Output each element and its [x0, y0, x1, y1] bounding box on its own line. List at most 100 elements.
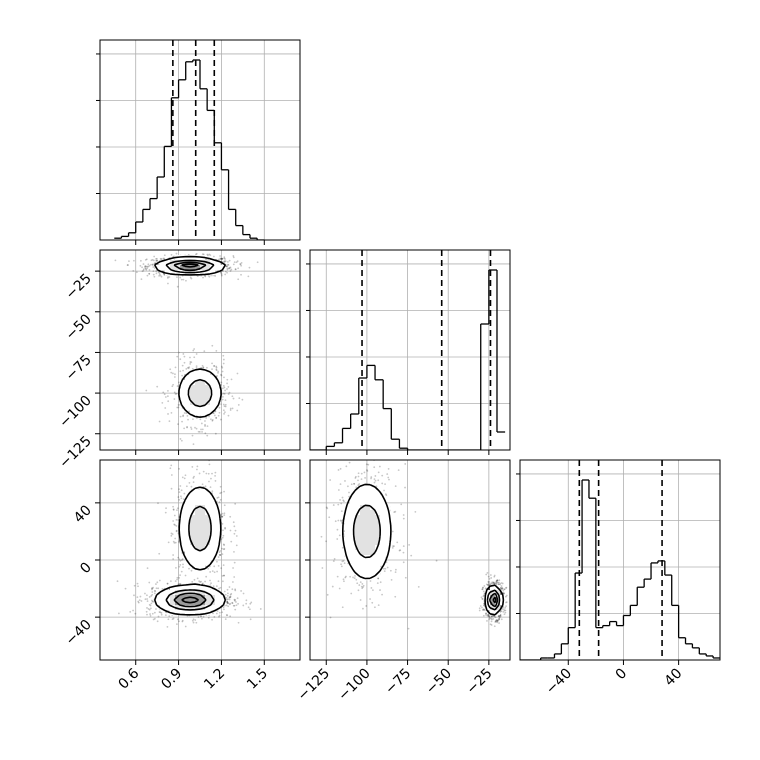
density-cell	[210, 400, 216, 406]
scatter-point	[502, 589, 505, 592]
density-cell	[190, 500, 196, 506]
scatter-point	[144, 265, 146, 268]
density-cell	[210, 260, 216, 266]
density-cell	[200, 400, 206, 406]
scatter-point	[501, 608, 504, 610]
scatter-point	[144, 267, 147, 269]
density-cell	[195, 380, 201, 386]
scatter-point	[159, 611, 162, 614]
density-cell	[190, 560, 196, 566]
density-cell	[205, 410, 211, 416]
scatter-point	[159, 257, 162, 260]
scatter-point	[212, 612, 214, 615]
scatter-point	[146, 600, 149, 603]
scatter-point	[209, 486, 212, 489]
density-cell	[385, 530, 391, 536]
contour-line	[181, 263, 199, 268]
scatter-point	[179, 485, 182, 487]
density-cell	[195, 385, 201, 391]
density-cell	[370, 565, 376, 571]
density-cell	[205, 270, 211, 276]
scatter-point	[221, 515, 223, 518]
scatter-point	[234, 502, 237, 505]
density-cell	[380, 515, 386, 521]
scatter-point	[417, 585, 420, 588]
scatter-point	[198, 580, 201, 583]
scatter-point	[164, 511, 167, 514]
density-cell	[170, 595, 176, 601]
scatter-point	[176, 276, 178, 279]
scatter-point	[498, 579, 501, 582]
scatter-point	[202, 366, 205, 368]
scatter-point	[488, 580, 490, 583]
density-cell	[205, 395, 211, 401]
scatter-point	[402, 517, 405, 520]
density-cell	[380, 530, 386, 536]
density-cell	[375, 510, 381, 516]
scatter-point	[225, 265, 228, 268]
density-cell	[215, 595, 221, 601]
scatter-point	[175, 252, 178, 255]
scatter-point	[480, 596, 483, 599]
scatter-point	[232, 255, 235, 257]
scatter-point	[200, 615, 203, 618]
scatter-point	[211, 618, 213, 621]
scatter-point	[215, 369, 218, 372]
scatter-point	[498, 618, 501, 621]
scatter-point	[505, 605, 507, 607]
scatter-point	[126, 264, 129, 266]
scatter-point	[223, 504, 226, 507]
density-cell	[200, 540, 206, 546]
scatter-point	[379, 589, 381, 591]
density-cell	[185, 405, 191, 411]
density-cell	[360, 485, 366, 491]
density-cell	[180, 510, 186, 516]
scatter-point	[394, 568, 397, 571]
scatter-point	[407, 627, 410, 630]
scatter-point	[192, 477, 195, 479]
scatter-point	[364, 477, 366, 479]
scatter-point	[221, 395, 224, 398]
scatter-point	[366, 469, 368, 471]
scatter-point	[178, 491, 181, 494]
scatter-point	[391, 530, 394, 533]
density-cell	[210, 500, 216, 506]
scatter-point	[232, 521, 235, 524]
scatter-point	[201, 253, 204, 256]
scatter-point	[218, 611, 221, 614]
scatter-point	[227, 598, 229, 601]
scatter-point	[240, 261, 243, 264]
scatter-point	[377, 479, 380, 482]
density-cell	[170, 265, 176, 271]
density-cell	[375, 495, 381, 501]
scatter-point	[167, 413, 169, 415]
density-cell	[190, 255, 196, 261]
density-cell	[350, 535, 356, 541]
density-cell	[180, 400, 186, 406]
scatter-point	[360, 446, 362, 448]
scatter-point	[346, 485, 349, 488]
scatter-point	[150, 263, 152, 266]
scatter-point	[329, 479, 332, 481]
scatter-point	[228, 259, 231, 262]
scatter-point	[378, 465, 381, 468]
scatter-point	[248, 266, 251, 269]
scatter-point	[149, 613, 151, 615]
scatter-point	[220, 381, 223, 384]
density-cell	[195, 395, 201, 401]
scatter-point	[223, 590, 226, 593]
density-cell	[205, 490, 211, 496]
scatter-point	[221, 536, 224, 539]
scatter-point	[208, 480, 210, 483]
density-cell	[210, 375, 216, 381]
density-cell	[180, 590, 186, 596]
scatter-point	[227, 393, 230, 396]
scatter-point	[496, 619, 498, 621]
tick-layer: 0.6 0.9 1.2 1.5 −125 −100 −75 −50 −25 −40 0 40−125−…	[56, 53, 685, 704]
scatter-point	[222, 261, 225, 263]
density-cell	[215, 520, 221, 526]
density-cell	[215, 395, 221, 401]
scatter-point	[502, 610, 505, 613]
scatter-point	[332, 560, 335, 563]
